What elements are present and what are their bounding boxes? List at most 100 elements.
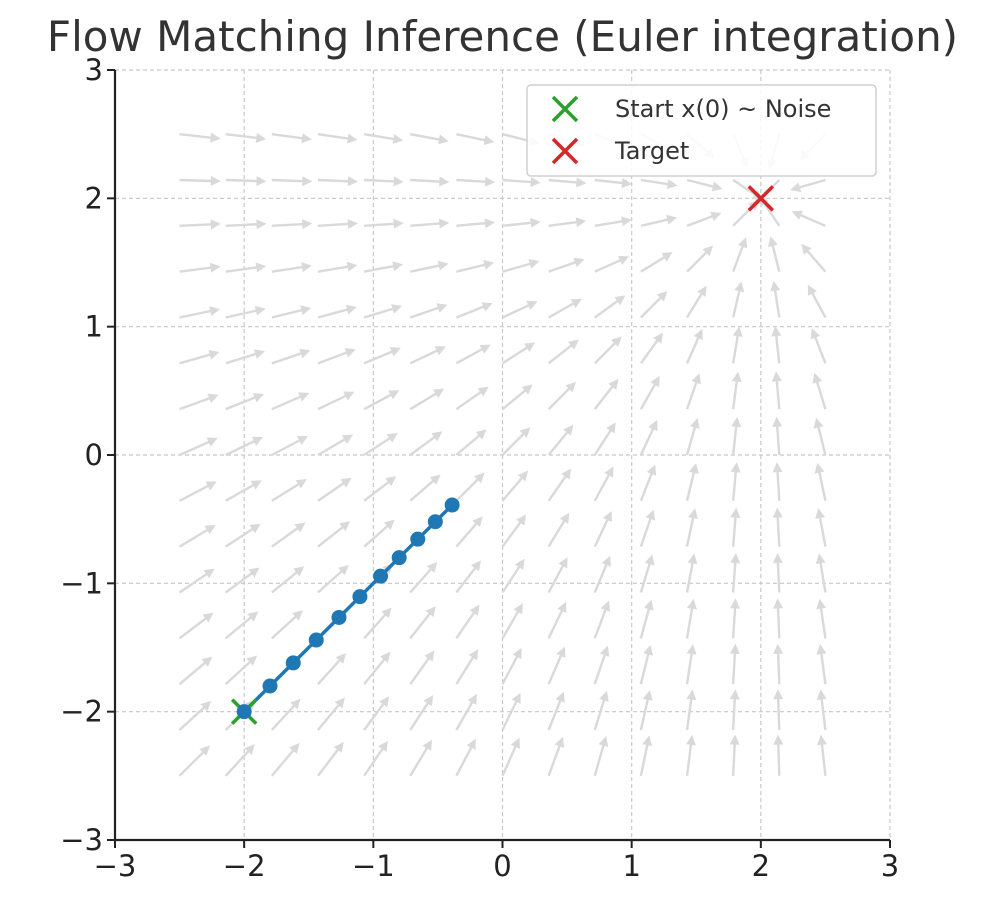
field-arrow-shaft: [455, 304, 488, 319]
field-arrow: [731, 281, 745, 318]
field-arrow-head: [526, 300, 538, 311]
field-arrow: [593, 336, 622, 365]
field-arrow-shaft: [640, 294, 665, 319]
field-arrow: [812, 372, 827, 410]
field-arrow-head: [729, 689, 740, 700]
field-arrow-shaft: [317, 480, 348, 502]
field-arrow-shaft: [685, 604, 694, 639]
field-arrow-head: [346, 261, 358, 272]
field-arrow-head: [524, 342, 536, 352]
trajectory-point: [236, 704, 252, 720]
field-arrow: [685, 328, 703, 364]
field-arrow: [410, 132, 449, 145]
field-arrow: [455, 693, 477, 731]
field-arrow-shaft: [271, 178, 307, 183]
field-arrow-head: [438, 134, 449, 145]
field-arrow: [547, 736, 565, 777]
field-arrow-shaft: [364, 222, 398, 228]
field-arrow: [363, 519, 395, 548]
field-arrow-shaft: [639, 380, 658, 410]
field-arrow-head: [252, 393, 265, 403]
field-arrow-head: [294, 522, 306, 533]
field-arrow: [502, 217, 541, 228]
field-arrow-head: [737, 237, 748, 249]
field-arrow-shaft: [640, 178, 672, 186]
field-arrow-head: [816, 644, 827, 655]
field-arrow-head: [383, 519, 395, 531]
field-arrow-head: [517, 470, 529, 482]
field-arrow-head: [201, 656, 213, 667]
field-arrow-shaft: [178, 659, 209, 686]
field-arrow: [225, 523, 261, 548]
field-arrow-head: [470, 560, 482, 572]
field-arrow-head: [772, 462, 783, 473]
field-arrow-head: [250, 480, 262, 490]
field-arrow-shaft: [409, 565, 435, 594]
field-arrow-head: [621, 216, 632, 227]
field-arrow-shaft: [455, 389, 485, 411]
field-arrow-shaft: [774, 331, 781, 364]
field-arrow: [271, 435, 309, 457]
field-arrow-head: [386, 433, 398, 443]
field-arrow: [773, 643, 784, 685]
field-arrow-shaft: [775, 422, 781, 456]
field-arrow-shaft: [270, 746, 297, 777]
field-arrow-shaft: [410, 222, 444, 228]
field-arrow: [685, 418, 700, 456]
y-tick-label: 0: [85, 438, 103, 472]
field-arrow-head: [812, 372, 823, 384]
field-arrow: [456, 260, 495, 273]
grid-lines: [115, 69, 891, 840]
field-arrow-shaft: [225, 178, 261, 183]
field-arrow: [593, 555, 611, 593]
field-arrow-shaft: [363, 611, 389, 640]
field-arrow-head: [691, 373, 701, 385]
field-arrow: [639, 509, 656, 548]
field-arrow-shaft: [363, 132, 398, 141]
field-arrow: [686, 211, 722, 227]
field-arrow-head: [643, 644, 654, 656]
legend-symbol: [551, 137, 579, 165]
field-arrow-shaft: [685, 559, 695, 593]
field-arrow-shaft: [225, 265, 261, 273]
field-arrow-shaft: [820, 740, 827, 776]
field-arrow-shaft: [271, 481, 303, 502]
field-arrow-head: [570, 298, 582, 308]
y-tick-label: 1: [85, 310, 103, 344]
field-arrow-head: [347, 176, 358, 187]
field-arrow: [685, 553, 698, 593]
field-arrow: [317, 176, 358, 187]
field-arrow: [501, 384, 533, 411]
field-arrow-head: [425, 606, 436, 618]
field-arrow: [178, 568, 215, 594]
field-arrow-head: [575, 217, 587, 228]
field-arrow-head: [565, 381, 577, 393]
field-arrow-head: [772, 552, 783, 564]
field-arrow-head: [767, 236, 778, 247]
field-arrow-shaft: [409, 477, 437, 502]
field-arrow-shaft: [501, 607, 521, 639]
field-arrow-head: [301, 262, 312, 273]
field-arrow: [594, 216, 632, 228]
field-arrow-head: [479, 344, 491, 354]
field-arrow-shaft: [317, 436, 349, 457]
field-arrow-shaft: [317, 745, 342, 777]
field-arrow: [224, 567, 260, 594]
field-arrow-head: [814, 462, 825, 474]
axes: [107, 69, 891, 848]
field-arrow: [178, 612, 214, 640]
trajectory-point: [262, 678, 278, 694]
field-arrow-shaft: [731, 740, 737, 776]
field-arrow: [456, 218, 495, 229]
field-arrow: [225, 219, 267, 230]
field-arrow-shaft: [317, 656, 344, 685]
field-arrow-shaft: [363, 655, 388, 685]
field-arrow: [317, 653, 347, 685]
field-arrow: [501, 427, 531, 456]
field-arrow-head: [209, 306, 221, 317]
field-arrow: [547, 557, 568, 594]
field-arrow-head: [246, 655, 258, 666]
field-arrow-head: [666, 179, 678, 190]
field-arrow-head: [790, 182, 802, 193]
